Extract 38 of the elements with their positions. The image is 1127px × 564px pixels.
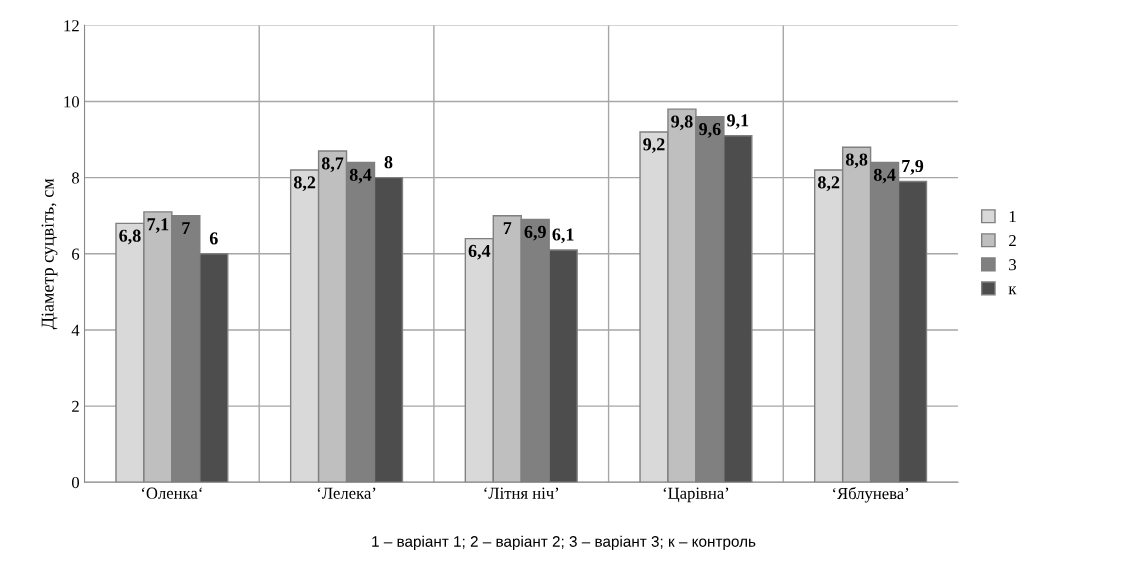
x-tick-label: ‘Оленка‘	[141, 487, 202, 499]
y-tick-label: 4	[71, 324, 80, 336]
data-label: 8,7	[321, 157, 344, 173]
legend-label: к	[1008, 286, 1017, 295]
data-label: 7,9	[902, 159, 924, 175]
y-tick-label: 2	[72, 400, 79, 412]
x-tick-label: ‘Яблунева’	[833, 487, 909, 503]
data-label: 7	[503, 222, 512, 234]
data-label: 8,8	[845, 153, 868, 169]
legend-label: 2	[1009, 235, 1016, 247]
data-label: 6,9	[524, 225, 546, 241]
data-label: 9,8	[671, 115, 693, 131]
text: 1 – варіант 1; 2 – варіант 2; 3 – варіант 3; к – контроль	[372, 535, 756, 550]
y-tick-label: 12	[64, 20, 79, 32]
x-tick-label: ‘Лелека’	[317, 487, 376, 499]
y-tick-label: 10	[64, 96, 80, 108]
legend-label: 1	[1009, 211, 1016, 223]
data-label: 9,1	[727, 114, 749, 130]
data-label: 6,1	[552, 228, 574, 244]
y-tick-label: 0	[71, 476, 80, 489]
data-label: 8,4	[873, 168, 896, 184]
x-tick-label: ‘Царівна’	[663, 487, 729, 503]
data-label: 6,4	[468, 244, 491, 260]
data-label: 9,6	[699, 123, 721, 138]
y-tick-label: 8	[71, 172, 80, 184]
data-label: 6,8	[119, 229, 141, 245]
data-label: 7	[182, 222, 190, 234]
data-label: 9,2	[643, 138, 665, 154]
data-label: 6	[209, 232, 218, 245]
y-tick-label: 6	[72, 248, 80, 260]
data-label: 8,2	[818, 176, 840, 192]
data-label: 8,2	[293, 176, 316, 192]
data-label: 8,4	[349, 168, 372, 184]
data-label: 7,1	[147, 218, 169, 233]
data-label: 8	[384, 156, 393, 169]
legend-label: 3	[1009, 259, 1017, 271]
x-tick-label: ‘Літня ніч’	[484, 487, 559, 499]
y-axis-title: Діаметр суцвіть, см	[41, 178, 58, 330]
